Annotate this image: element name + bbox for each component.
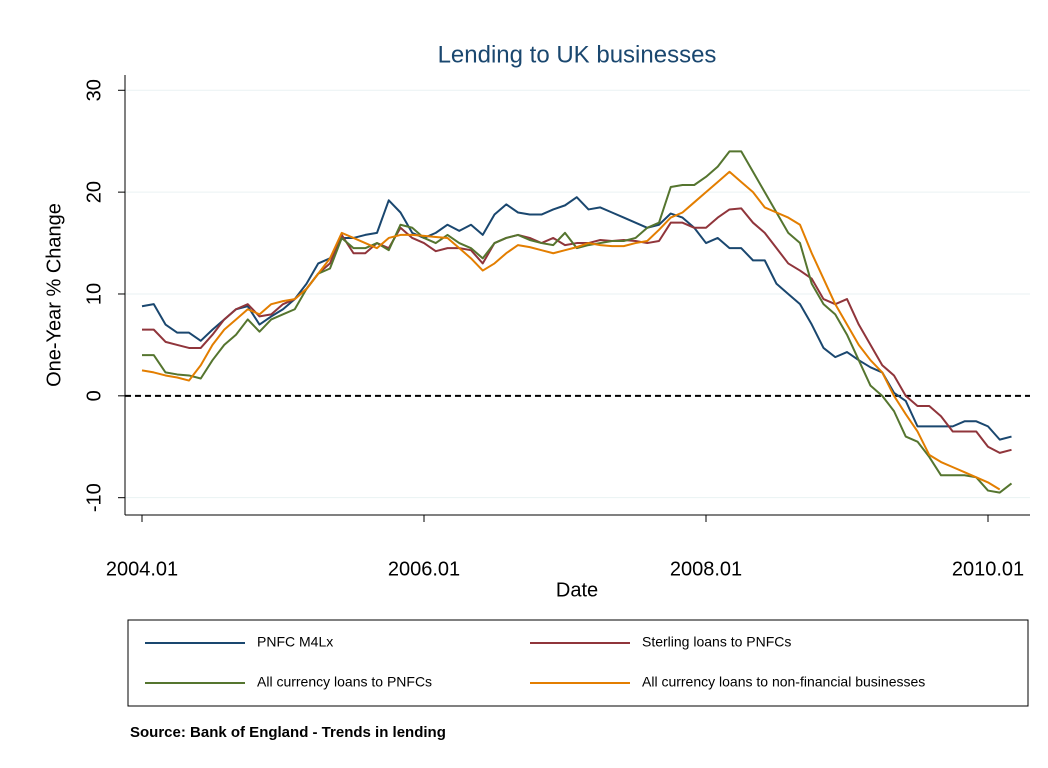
series-line xyxy=(141,196,1012,441)
source-note: Source: Bank of England - Trends in lend… xyxy=(130,724,446,741)
x-axis-title: Date xyxy=(556,579,598,601)
y-tick-label: 30 xyxy=(83,79,105,101)
y-tick-label: 0 xyxy=(83,390,105,401)
y-tick-label: -10 xyxy=(83,483,105,512)
x-tick-label: 2010.01 xyxy=(952,558,1024,580)
legend-label: PNFC M4Lx xyxy=(257,634,333,650)
x-tick-label: 2004.01 xyxy=(106,558,178,580)
y-tick-label: 20 xyxy=(83,181,105,203)
series-line xyxy=(142,150,1013,494)
legend-label: All currency loans to PNFCs xyxy=(257,674,432,690)
y-axis-title: One-Year % Change xyxy=(43,203,65,387)
y-tick-label: 10 xyxy=(83,283,105,305)
legend-box xyxy=(127,619,1029,707)
x-tick-label: 2006.01 xyxy=(388,558,460,580)
series-line xyxy=(141,170,1001,491)
chart-title: Lending to UK businesses xyxy=(438,41,717,68)
series-line xyxy=(142,207,1012,454)
legend-label: Sterling loans to PNFCs xyxy=(642,634,791,650)
legend-label: All currency loans to non-financial busi… xyxy=(642,674,925,690)
x-tick-label: 2008.01 xyxy=(670,558,742,580)
